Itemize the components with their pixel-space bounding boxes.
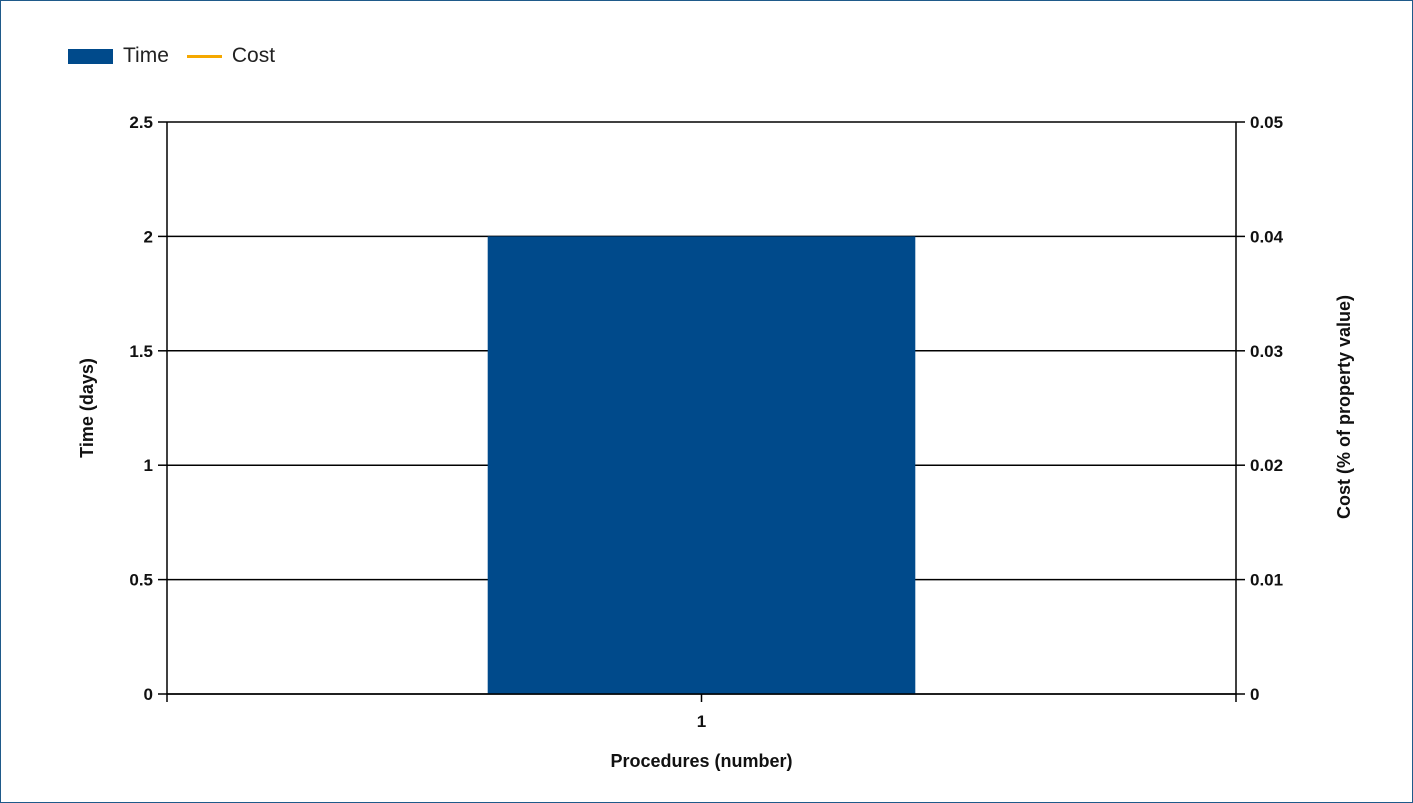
y-tick-label: 2 bbox=[144, 227, 153, 246]
axes: 0 0.5 1 1.5 2 2.5 0 0.01 0.02 0.03 0.04 0.05 1 bbox=[129, 113, 1283, 731]
legend-label-cost: Cost bbox=[231, 44, 276, 67]
legend-item-time: Time bbox=[68, 44, 169, 68]
y-tick-label: 1 bbox=[144, 456, 153, 475]
legend-item-cost: Cost bbox=[186, 44, 276, 68]
bars bbox=[487, 236, 916, 694]
x-axis-title: Procedures (number) bbox=[610, 751, 792, 771]
y-tick-label: 2.5 bbox=[129, 113, 153, 132]
y2-axis-title: Cost (% of property value) bbox=[1334, 295, 1354, 519]
chart-legend: Time Cost bbox=[68, 44, 293, 68]
y2-tick-label: 0.02 bbox=[1250, 456, 1283, 475]
legend-swatch-cost bbox=[186, 54, 222, 58]
y2-tick-label: 0.04 bbox=[1250, 227, 1284, 246]
legend-label-time: Time bbox=[123, 44, 169, 67]
y-tick-label: 0 bbox=[144, 685, 153, 704]
y-tick-label: 1.5 bbox=[129, 342, 153, 361]
legend-swatch-time bbox=[68, 48, 113, 64]
y-tick-label: 0.5 bbox=[129, 571, 153, 590]
x-tick-label: 1 bbox=[697, 712, 706, 731]
y2-tick-label: 0.05 bbox=[1250, 113, 1283, 132]
y2-tick-label: 0.03 bbox=[1250, 342, 1283, 361]
bar-time bbox=[487, 236, 916, 694]
y2-tick-label: 0 bbox=[1250, 685, 1259, 704]
y-axis-title: Time (days) bbox=[77, 358, 97, 458]
y2-tick-label: 0.01 bbox=[1250, 571, 1283, 590]
